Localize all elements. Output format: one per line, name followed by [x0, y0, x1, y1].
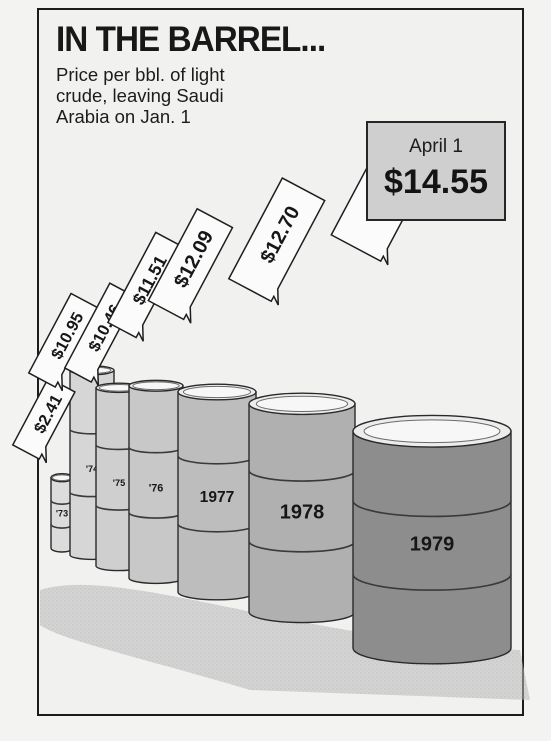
latest-price-callout: April 1 $14.55	[366, 121, 506, 221]
price-tag-shape	[106, 231, 186, 342]
barrel-5: 1978	[248, 392, 356, 624]
barrel-lid-inner	[255, 395, 349, 412]
chart-subtitle: Price per bbl. of light crude, leaving S…	[56, 64, 225, 127]
year-label: '75	[113, 478, 125, 488]
barrel-6: 1979	[352, 414, 512, 665]
year-label: '76	[149, 482, 164, 494]
barrel-0: '73	[50, 473, 74, 553]
year-label: 1977	[200, 489, 235, 506]
barrel-lid-inner	[132, 381, 180, 391]
barrel-hoop	[352, 574, 512, 591]
barrel-lid-inner	[182, 385, 252, 399]
year-label: '74	[86, 464, 98, 474]
year-label: '73	[56, 508, 68, 518]
barrel-4: 1977	[177, 383, 257, 601]
year-label: 1978	[280, 501, 325, 523]
callout-price: $14.55	[384, 163, 488, 201]
barrel-lid-inner	[52, 474, 72, 482]
barrel-body	[352, 430, 512, 665]
barrel-3: '76	[128, 379, 184, 585]
price-tag-shape	[27, 292, 99, 392]
barrel-hoop	[248, 541, 356, 553]
year-label: 1979	[410, 533, 455, 555]
barrel-hoop	[352, 500, 512, 518]
barrel-lid-inner	[363, 419, 501, 444]
price-tag-shape	[147, 207, 234, 324]
price-tag-5: $12.70	[227, 177, 326, 306]
callout-date: April 1	[409, 136, 463, 157]
barrel-hoop	[248, 470, 356, 482]
chart-title: IN THE BARREL...	[56, 20, 326, 59]
price-tag-shape	[227, 177, 326, 306]
barrel-shadow	[40, 584, 530, 700]
